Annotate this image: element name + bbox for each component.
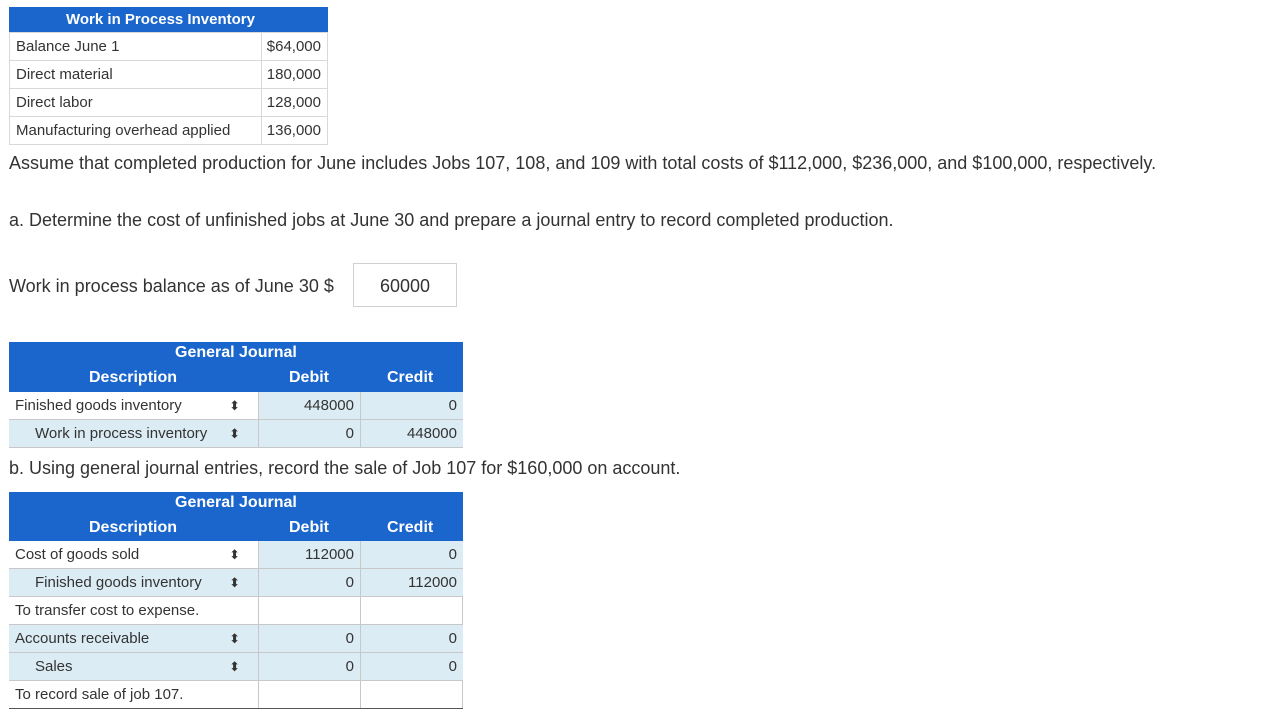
account-select[interactable]: Finished goods inventory ⬍ bbox=[9, 569, 259, 596]
journal-b-credit-header: Credit bbox=[387, 519, 434, 536]
credit-cell bbox=[361, 681, 463, 708]
journal-b: General Journal Description Debit Credit… bbox=[9, 492, 463, 709]
credit-input[interactable]: 0 bbox=[361, 541, 463, 568]
entry-note-text: To record sale of job 107. bbox=[15, 686, 184, 703]
debit-input[interactable]: 0 bbox=[259, 625, 361, 652]
account-name: Finished goods inventory bbox=[15, 397, 182, 414]
credit-input[interactable]: 112000 bbox=[361, 569, 463, 596]
wip-row-label: Direct labor bbox=[9, 89, 262, 116]
account-name: Finished goods inventory bbox=[35, 574, 202, 591]
account-name: Cost of goods sold bbox=[15, 546, 140, 563]
account-name: Accounts receivable bbox=[15, 630, 150, 647]
journal-a-row: Work in process inventory ⬍ 0 448000 bbox=[9, 420, 463, 448]
account-select[interactable]: Work in process inventory ⬍ bbox=[9, 420, 259, 447]
credit-input[interactable]: 448000 bbox=[361, 420, 463, 447]
part-b-prompt: b. Using general journal entries, record… bbox=[9, 458, 681, 478]
journal-a-description-header: Description bbox=[89, 369, 178, 386]
journal-a-header: General Journal Description Debit Credit bbox=[9, 342, 463, 392]
wip-row-value: 180,000 bbox=[262, 61, 328, 88]
journal-a-credit-header: Credit bbox=[387, 369, 434, 386]
account-select[interactable]: Sales ⬍ bbox=[9, 653, 259, 680]
up-down-arrows-icon: ⬍ bbox=[229, 659, 240, 674]
entry-note: To transfer cost to expense. bbox=[9, 597, 259, 624]
account-name: Sales bbox=[35, 658, 73, 675]
debit-input[interactable]: 0 bbox=[259, 420, 361, 447]
wip-balance-input[interactable]: 60000 bbox=[353, 263, 457, 307]
account-select[interactable]: Cost of goods sold ⬍ bbox=[9, 541, 259, 568]
wip-row: Manufacturing overhead applied 136,000 bbox=[9, 117, 328, 145]
debit-cell bbox=[259, 597, 361, 624]
credit-input[interactable]: 0 bbox=[361, 653, 463, 680]
debit-input[interactable]: 0 bbox=[259, 569, 361, 596]
journal-b-description-header: Description bbox=[89, 519, 178, 536]
assumption-text: Assume that completed production for Jun… bbox=[9, 153, 1157, 173]
debit-input[interactable]: 0 bbox=[259, 653, 361, 680]
journal-b-header: General Journal Description Debit Credit bbox=[9, 492, 463, 541]
journal-b-row: Accounts receivable ⬍ 0 0 bbox=[9, 625, 463, 653]
journal-a-row: Finished goods inventory ⬍ 448000 0 bbox=[9, 392, 463, 420]
journal-b-debit-header: Debit bbox=[289, 519, 329, 536]
debit-input[interactable]: 448000 bbox=[259, 392, 361, 419]
credit-cell bbox=[361, 597, 463, 624]
wip-row: Direct labor 128,000 bbox=[9, 89, 328, 117]
debit-cell bbox=[259, 681, 361, 708]
account-select[interactable]: Accounts receivable ⬍ bbox=[9, 625, 259, 652]
up-down-arrows-icon: ⬍ bbox=[229, 398, 240, 413]
journal-b-row: Cost of goods sold ⬍ 112000 0 bbox=[9, 541, 463, 569]
journal-b-row: Sales ⬍ 0 0 bbox=[9, 653, 463, 681]
wip-row: Direct material 180,000 bbox=[9, 61, 328, 89]
up-down-arrows-icon: ⬍ bbox=[229, 575, 240, 590]
entry-note: To record sale of job 107. bbox=[9, 681, 259, 708]
part-a-prompt: a. Determine the cost of unfinished jobs… bbox=[9, 210, 894, 230]
journal-a-title: General Journal bbox=[175, 344, 297, 361]
journal-b-note-row: To record sale of job 107. bbox=[9, 681, 463, 709]
entry-note-text: To transfer cost to expense. bbox=[15, 602, 200, 619]
credit-input[interactable]: 0 bbox=[361, 625, 463, 652]
wip-row-value: 136,000 bbox=[262, 117, 328, 144]
wip-row-label: Direct material bbox=[9, 61, 262, 88]
wip-inventory-table: Work in Process Inventory Balance June 1… bbox=[9, 7, 328, 145]
wip-row: Balance June 1 $64,000 bbox=[9, 32, 328, 61]
up-down-arrows-icon: ⬍ bbox=[229, 547, 240, 562]
credit-input[interactable]: 0 bbox=[361, 392, 463, 419]
wip-row-value: $64,000 bbox=[262, 33, 328, 60]
journal-a: General Journal Description Debit Credit… bbox=[9, 342, 463, 448]
journal-b-row: Finished goods inventory ⬍ 0 112000 bbox=[9, 569, 463, 597]
wip-row-label: Balance June 1 bbox=[9, 33, 262, 60]
journal-b-title: General Journal bbox=[175, 494, 297, 511]
wip-balance-label: Work in process balance as of June 30 $ bbox=[9, 276, 334, 296]
account-select[interactable]: Finished goods inventory ⬍ bbox=[9, 392, 259, 419]
wip-row-value: 128,000 bbox=[262, 89, 328, 116]
debit-input[interactable]: 112000 bbox=[259, 541, 361, 568]
journal-b-note-row: To transfer cost to expense. bbox=[9, 597, 463, 625]
up-down-arrows-icon: ⬍ bbox=[229, 631, 240, 646]
wip-table-title: Work in Process Inventory bbox=[66, 11, 255, 28]
wip-table-header: Work in Process Inventory bbox=[9, 7, 328, 32]
account-name: Work in process inventory bbox=[35, 425, 208, 442]
journal-a-debit-header: Debit bbox=[289, 369, 329, 386]
wip-row-label: Manufacturing overhead applied bbox=[9, 117, 262, 144]
up-down-arrows-icon: ⬍ bbox=[229, 426, 240, 441]
